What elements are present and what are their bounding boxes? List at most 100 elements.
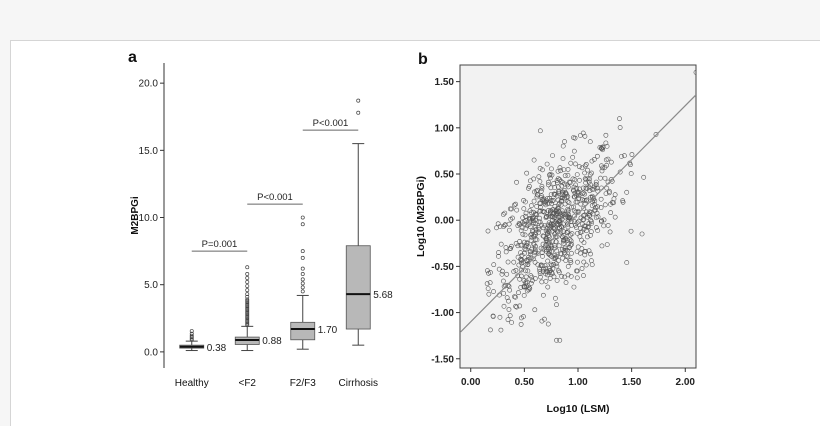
scatter-point bbox=[548, 185, 554, 191]
panel-label-b: b bbox=[418, 51, 428, 68]
scatter-point bbox=[545, 195, 551, 201]
scatter-point bbox=[505, 317, 511, 323]
scatter-point bbox=[520, 215, 526, 221]
scatter-point bbox=[523, 274, 529, 280]
outlier-point bbox=[356, 110, 361, 115]
scatter-point bbox=[554, 278, 560, 283]
outlier-point bbox=[300, 266, 305, 271]
scatter-point bbox=[628, 162, 633, 168]
scatter-point bbox=[497, 314, 503, 320]
scatter-point bbox=[611, 200, 616, 206]
scatter-point bbox=[486, 291, 492, 297]
scatter-point bbox=[557, 177, 562, 183]
median-label: 5.68 bbox=[373, 290, 393, 301]
scatter-point bbox=[574, 220, 580, 226]
outlier-point bbox=[245, 309, 250, 314]
scatter-point bbox=[522, 221, 527, 227]
scatter-point bbox=[588, 251, 593, 257]
scatter-point bbox=[540, 253, 545, 259]
scatter-point bbox=[521, 250, 527, 256]
scatter-point bbox=[547, 275, 553, 281]
scatter-point bbox=[641, 174, 647, 180]
scatter-point bbox=[534, 194, 540, 200]
scatter-point bbox=[506, 307, 512, 312]
scatter-point bbox=[551, 191, 557, 197]
scatter-point bbox=[588, 194, 594, 200]
scatter-point bbox=[591, 186, 597, 192]
scatter-point bbox=[565, 254, 571, 260]
scatter-point bbox=[490, 313, 496, 319]
scatter-point bbox=[562, 195, 568, 201]
scatter-point bbox=[581, 273, 586, 278]
scatter-point bbox=[521, 314, 526, 319]
scatter-point bbox=[524, 170, 530, 176]
scatter-point bbox=[565, 208, 571, 214]
scatter-point bbox=[582, 133, 588, 139]
scatter-point bbox=[523, 226, 529, 231]
scatter-point bbox=[577, 177, 582, 183]
outlier-point bbox=[245, 294, 250, 299]
scatter-point bbox=[484, 268, 490, 274]
scatter-point bbox=[573, 209, 579, 215]
scatter-point bbox=[562, 181, 568, 187]
scatter-point bbox=[574, 275, 580, 281]
scatter-point bbox=[526, 287, 532, 293]
x-tick-label-b: 1.00 bbox=[568, 377, 588, 388]
scatter-point bbox=[601, 223, 607, 229]
scatter-point bbox=[598, 196, 604, 202]
scatter-point bbox=[555, 206, 560, 211]
median-label: 1.70 bbox=[318, 325, 338, 336]
outlier-point bbox=[245, 298, 250, 303]
x-tick-label-b: 2.00 bbox=[676, 377, 696, 388]
scatter-point bbox=[505, 282, 511, 288]
scatter-point bbox=[549, 166, 554, 172]
scatter-point bbox=[525, 268, 531, 274]
scatter-point bbox=[589, 158, 595, 164]
scatter-point bbox=[540, 233, 546, 239]
scatter-point bbox=[571, 184, 577, 190]
scatter-point bbox=[608, 201, 613, 207]
scatter-point bbox=[602, 202, 608, 208]
scatter-point bbox=[586, 184, 592, 190]
outlier-point bbox=[245, 317, 250, 322]
scatter-point bbox=[500, 212, 506, 217]
scatter-point bbox=[579, 266, 585, 271]
scatter-point bbox=[533, 211, 538, 217]
outlier-point bbox=[300, 222, 305, 227]
scatter-point bbox=[543, 247, 549, 252]
scatter-point bbox=[556, 268, 561, 274]
scatter-point bbox=[519, 220, 525, 226]
y-axis-title-b: Log10 (M2BPGi) bbox=[415, 176, 427, 257]
panel-b-scatter: b -1.50 -1.00 -0.50 0.00 0.50 1.00 1.50 0.00 0.50… bbox=[415, 51, 697, 415]
scatter-point bbox=[571, 188, 577, 194]
scatter-point bbox=[547, 209, 553, 215]
scatter-point bbox=[571, 208, 577, 214]
scatter-point bbox=[552, 295, 558, 301]
scatter-point bbox=[628, 228, 634, 234]
scatter-point bbox=[560, 156, 566, 161]
scatter-point bbox=[543, 214, 549, 220]
outlier-point bbox=[245, 320, 250, 325]
scatter-point bbox=[515, 223, 521, 229]
scatter-point bbox=[560, 189, 565, 195]
scatter-point bbox=[552, 226, 558, 232]
scatter-point bbox=[560, 255, 565, 261]
scatter-point bbox=[553, 254, 558, 260]
scatter-point bbox=[532, 307, 538, 313]
scatter-point bbox=[592, 202, 597, 208]
scatter-point bbox=[549, 269, 555, 275]
scatter-point bbox=[537, 209, 543, 215]
scatter-point bbox=[564, 253, 570, 259]
scatter-point bbox=[594, 210, 600, 216]
scatter-point bbox=[569, 250, 574, 256]
scatter-point bbox=[522, 232, 528, 238]
scatter-point bbox=[536, 174, 542, 180]
scatter-point bbox=[532, 247, 538, 252]
scatter-point bbox=[565, 272, 571, 278]
scatter-point bbox=[545, 321, 551, 327]
y-tick-label-b: -1.50 bbox=[431, 354, 454, 365]
scatter-point bbox=[518, 228, 524, 233]
scatter-point bbox=[532, 250, 538, 256]
scatter-point bbox=[617, 169, 623, 175]
outlier-point bbox=[300, 289, 305, 294]
